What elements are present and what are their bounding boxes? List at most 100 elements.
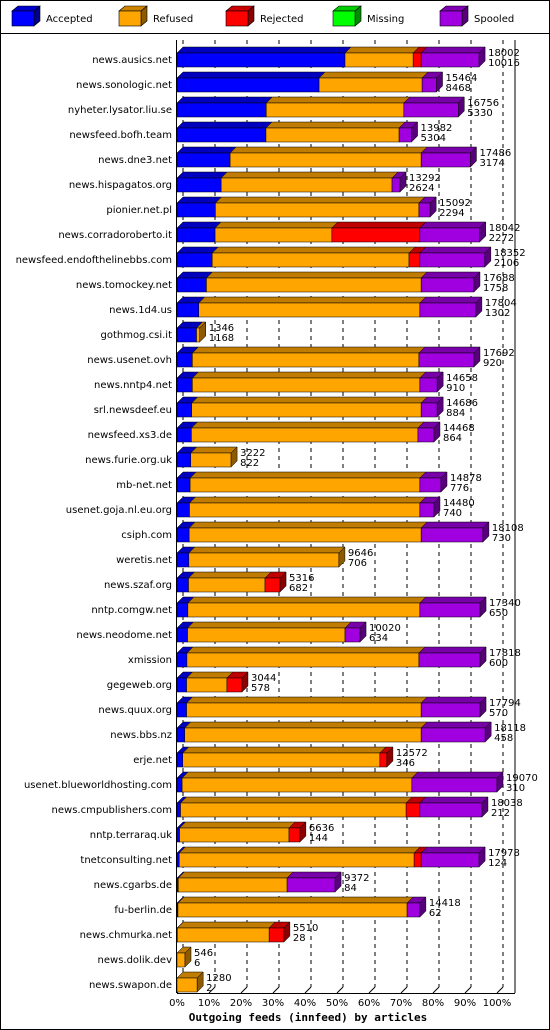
y-tick-label: news.usenet.ovh — [87, 355, 172, 366]
bar-segment — [187, 627, 346, 643]
total-label: 17794 — [489, 698, 521, 709]
bar-top — [403, 96, 465, 104]
x-tick — [464, 986, 472, 994]
bar-segment — [177, 902, 408, 918]
bar-top — [186, 646, 426, 654]
y-tick-label: nntp.comgw.net — [91, 605, 172, 616]
bar-side — [241, 671, 249, 693]
bar-segment — [420, 727, 486, 743]
y-tick-label: newsfeed.bofh.team — [69, 130, 172, 141]
bar-segment — [196, 327, 200, 343]
total-label: 18352 — [494, 248, 526, 259]
bar-side — [299, 821, 307, 843]
bar-top — [176, 121, 273, 129]
bar-segment — [411, 777, 498, 793]
x-tick — [368, 986, 376, 994]
total-label: 14686 — [446, 398, 478, 409]
bar-segment — [176, 227, 216, 243]
bar-segment — [418, 352, 475, 368]
bar-segment — [176, 177, 222, 193]
legend-label: Spooled — [474, 14, 514, 25]
bar-top — [419, 296, 483, 304]
total-label: 17804 — [485, 298, 517, 309]
bar-segment — [418, 202, 431, 218]
bar-segment — [176, 502, 190, 518]
accepted-label: 458 — [494, 733, 513, 744]
bar-top — [178, 846, 421, 854]
bar-top — [418, 646, 487, 654]
bar-top — [419, 246, 492, 254]
bar-segment — [189, 502, 421, 518]
bar-side — [475, 296, 483, 318]
y-tick-label: news.chmurka.net — [80, 930, 172, 941]
x-tick — [336, 986, 344, 994]
bar-top — [265, 96, 411, 104]
total-label: 14480 — [443, 498, 475, 509]
bar-top — [419, 596, 487, 604]
total-label: 18118 — [494, 723, 526, 734]
accepted-label: 864 — [443, 433, 462, 444]
bar-segment — [190, 452, 232, 468]
y-tick-label: news.swapon.de — [89, 980, 172, 991]
bar-side — [484, 246, 492, 268]
bar-segment — [176, 802, 181, 818]
x-tick-label: 30% — [262, 998, 284, 1009]
bar-segment — [176, 202, 216, 218]
bar-segment — [176, 602, 189, 618]
x-tick-label: 0% — [169, 998, 185, 1009]
bar-side — [496, 771, 504, 793]
accepted-label: 706 — [348, 558, 367, 569]
bar-side — [334, 871, 342, 893]
legend-swatch — [439, 10, 463, 27]
bar-top — [411, 771, 504, 779]
bar-side — [419, 896, 427, 918]
accepted-label: 28 — [293, 933, 306, 944]
bar-top — [419, 796, 489, 804]
bar-side — [473, 271, 481, 293]
bar-top — [176, 96, 273, 104]
x-tick-label: 50% — [326, 998, 348, 1009]
accepted-label: 124 — [488, 858, 507, 869]
bar-segment — [176, 377, 193, 393]
bar-segment — [408, 252, 421, 268]
accepted-label: 776 — [450, 483, 469, 494]
bar-side — [279, 571, 287, 593]
x-tick — [240, 986, 248, 994]
bar-top — [185, 696, 428, 704]
accepted-label: 84 — [344, 883, 357, 894]
bar-side — [473, 346, 481, 368]
x-tick-label: 60% — [358, 998, 380, 1009]
bar-segment — [419, 602, 481, 618]
bar-segment — [412, 52, 422, 68]
y-tick-label: srl.newsdeef.eu — [94, 405, 172, 416]
bar-top — [184, 721, 428, 729]
bar-segment — [189, 477, 421, 493]
accepted-label: 2106 — [494, 258, 519, 269]
accepted-label: 144 — [309, 833, 328, 844]
x-tick-label: 70% — [390, 998, 412, 1009]
bar-segment — [420, 402, 438, 418]
x-tick — [400, 986, 408, 994]
legend-swatch — [118, 10, 142, 27]
bar-segment — [420, 527, 484, 543]
x-tick — [208, 986, 216, 994]
bar-segment — [176, 127, 267, 143]
y-tick-label: news.ausics.net — [92, 55, 172, 66]
bar-top — [176, 921, 276, 929]
accepted-label: 10016 — [488, 58, 520, 69]
total-label: 6636 — [309, 823, 334, 834]
bar-segment — [419, 802, 483, 818]
y-tick-label: gegeweb.org — [107, 680, 172, 691]
y-tick-label: news.dne3.net — [98, 155, 172, 166]
total-label: 19070 — [506, 773, 538, 784]
total-label: 13982 — [421, 123, 453, 134]
bar-top — [191, 396, 428, 404]
total-label: 18042 — [489, 223, 521, 234]
bar-top — [182, 746, 387, 754]
bar-side — [440, 471, 448, 493]
bar-segment — [176, 152, 231, 168]
bar-segment — [419, 227, 480, 243]
x-tick — [272, 986, 280, 994]
y-tick-label: gothmog.csi.it — [101, 330, 173, 341]
accepted-label: 8468 — [446, 83, 471, 94]
